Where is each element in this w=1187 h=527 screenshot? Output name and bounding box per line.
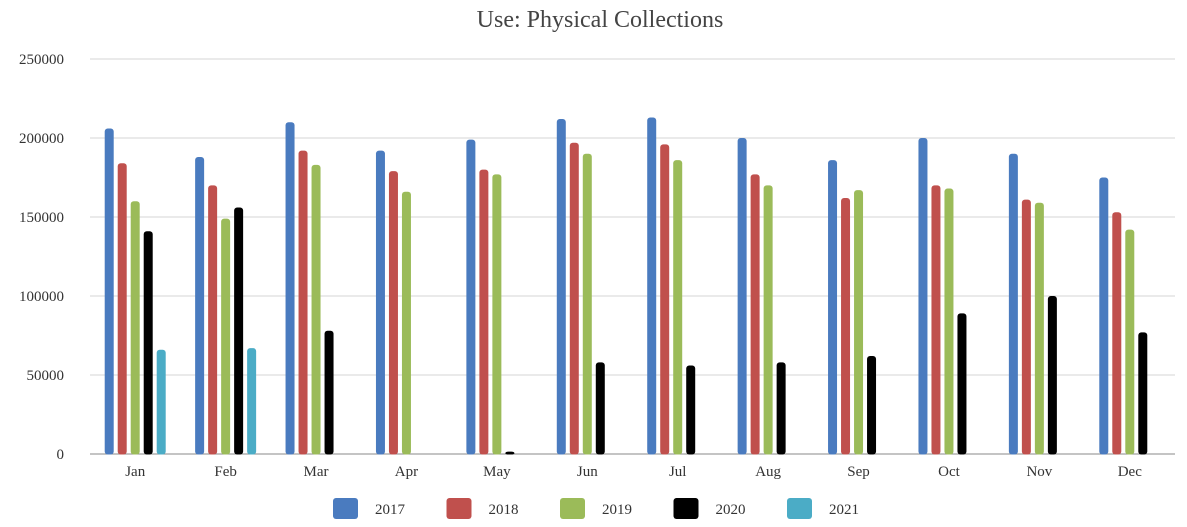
bar-2020-sep: [867, 356, 877, 455]
bar-2020-dec: [1138, 332, 1148, 455]
legend-label-2018: 2018: [489, 502, 519, 518]
bar-2017-sep: [828, 160, 838, 455]
bar-2017-feb: [195, 156, 205, 455]
bar-2021-feb: [247, 348, 257, 455]
x-category-label: Sep: [847, 464, 870, 480]
bar-2018-jun: [569, 142, 579, 455]
bar-2019-apr: [401, 191, 411, 455]
bar-2018-mar: [298, 150, 308, 455]
legend-swatch-2017: [333, 498, 358, 519]
y-tick-label: 250000: [19, 52, 64, 68]
bar-2020-feb: [234, 207, 244, 455]
x-category-label: Dec: [1118, 464, 1142, 480]
bar-2017-jul: [647, 117, 657, 455]
bar-2021-jan: [156, 349, 166, 455]
bar-2018-jan: [117, 163, 127, 455]
grid-lines: [90, 58, 1175, 455]
x-category-label: Nov: [1026, 464, 1052, 480]
legend-swatch-2021: [787, 498, 812, 519]
x-category-label: Feb: [214, 464, 237, 480]
bar-2018-aug: [750, 174, 760, 455]
bar-2020-nov: [1047, 296, 1057, 455]
legend-label-2017: 2017: [375, 502, 406, 518]
legend-swatch-2019: [560, 498, 585, 519]
x-category-label: May: [483, 464, 511, 480]
y-tick-label: 0: [57, 447, 65, 463]
x-category-label: Jan: [125, 464, 145, 480]
x-category-label: Mar: [304, 464, 329, 480]
bar-2019-jul: [673, 160, 683, 455]
x-axis-categories: Jan Feb Mar Apr May Jun Jul Aug Sep Oct Nov Dec: [125, 464, 1142, 480]
x-category-label: Jul: [669, 464, 687, 480]
bar-2019-jan: [130, 201, 140, 455]
bar-2020-jan: [143, 231, 153, 455]
bar-2017-apr: [375, 150, 385, 455]
bar-2020-oct: [957, 313, 967, 455]
x-category-label: Apr: [395, 464, 418, 480]
bar-2020-may: [505, 451, 515, 455]
bar-2018-nov: [1021, 199, 1031, 455]
bar-2017-may: [466, 139, 476, 455]
x-category-label: Aug: [755, 464, 781, 480]
bar-2017-mar: [285, 122, 295, 455]
bar-2020-mar: [324, 330, 334, 455]
x-category-label: Oct: [938, 464, 960, 480]
bar-2020-jun: [595, 362, 605, 455]
bar-2017-aug: [737, 138, 747, 455]
bar-2019-oct: [944, 188, 954, 455]
bar-2018-oct: [931, 185, 941, 455]
bar-2017-oct: [918, 138, 928, 455]
bar-2019-jun: [582, 153, 592, 455]
chart-title: Use: Physical Collections: [477, 7, 724, 33]
x-category-label: Jun: [577, 464, 598, 480]
y-tick-label: 100000: [19, 289, 64, 305]
legend-label-2020: 2020: [716, 502, 746, 518]
bar-2019-may: [492, 174, 502, 455]
y-tick-label: 50000: [27, 368, 65, 384]
bar-2018-apr: [388, 171, 398, 455]
bar-2018-dec: [1112, 212, 1122, 455]
legend-swatch-2018: [446, 498, 472, 519]
bar-2019-dec: [1125, 229, 1135, 455]
legend: 2017 2018 2019 2020 2021: [333, 498, 859, 519]
bar-2018-jul: [660, 144, 670, 455]
bar-2019-nov: [1034, 202, 1044, 455]
bar-2017-jun: [556, 119, 566, 455]
bar-2017-jan: [104, 128, 114, 455]
bar-2018-feb: [208, 185, 218, 455]
y-tick-label: 150000: [19, 210, 64, 226]
legend-swatch-2020: [673, 498, 699, 519]
bar-2017-nov: [1008, 153, 1018, 455]
bar-2019-feb: [221, 218, 231, 455]
bar-2019-mar: [311, 164, 321, 455]
bar-2019-aug: [763, 185, 773, 455]
bar-2020-aug: [776, 362, 786, 455]
legend-label-2019: 2019: [602, 502, 632, 518]
y-tick-label: 200000: [19, 131, 64, 147]
legend-label-2021: 2021: [829, 502, 859, 518]
y-axis-ticks: 0 50000 100000 150000 200000 250000: [19, 52, 64, 463]
bar-2020-jul: [686, 365, 696, 455]
bar-2018-may: [479, 169, 489, 455]
bar-2019-sep: [854, 190, 864, 455]
bar-2017-dec: [1099, 177, 1109, 455]
bars: [104, 117, 1148, 455]
bar-2018-sep: [841, 198, 851, 455]
